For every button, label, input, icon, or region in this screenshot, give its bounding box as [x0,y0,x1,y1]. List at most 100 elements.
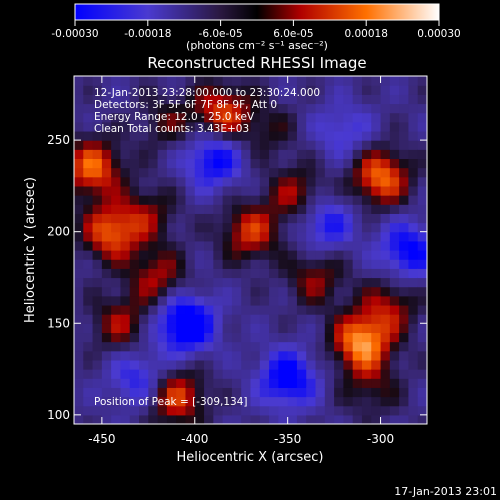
heatmap-cell [148,268,159,279]
heatmap-cell [269,112,279,123]
heatmap-cell [389,112,400,123]
heatmap-cell [361,130,372,141]
heatmap-cell [315,140,326,150]
heatmap-cell [269,332,279,343]
heatmap-cell [204,231,214,242]
colorbar-tick-label: -6.0e-05 [199,28,243,40]
heatmap-cell [166,240,177,251]
heatmap-cell [324,378,335,388]
heatmap-cell [399,259,410,269]
heatmap-cell [324,295,335,306]
heatmap-cell [148,112,159,123]
heatmap-cell [157,359,168,370]
heatmap-cell [213,240,224,251]
heatmap-cell [92,295,103,306]
heatmap-cell [417,94,427,105]
heatmap-cell [315,149,326,160]
heatmap-cell [83,387,94,398]
heatmap-cell [371,176,382,187]
heatmap-cell [306,405,317,416]
heatmap-cell [371,250,382,260]
heatmap-cell [334,286,344,297]
heatmap-cell [389,240,400,251]
heatmap-cell [139,387,149,398]
heatmap-cell [389,350,400,361]
heatmap-cell [111,295,122,306]
heatmap-cell [101,341,112,352]
heatmap-cell [269,140,279,150]
heatmap-cell [176,103,187,114]
heatmap-cell [74,369,84,379]
heatmap-cell [241,185,252,196]
heatmap-cell [287,268,298,279]
heatmap-cell [324,158,335,169]
heatmap-cell [129,304,140,315]
heatmap-cell [185,176,196,187]
heatmap-cell [278,240,289,251]
heatmap-cell [139,414,149,424]
heatmap-cell [176,76,187,86]
heatmap-cell [399,250,410,260]
heatmap-cell [166,112,177,123]
heatmap-cell [399,323,410,334]
heatmap-cell [213,103,224,114]
heatmap-cell [389,176,400,187]
heatmap-cell [324,213,335,224]
heatmap-cell [352,341,363,352]
heatmap-cell [139,222,149,233]
heatmap-cell [306,332,317,343]
heatmap-cell [176,259,187,269]
heatmap-cell [315,76,326,86]
heatmap-cell [185,222,196,233]
heatmap-cell [139,231,149,242]
heatmap-cell [120,231,131,242]
heatmap-cell [157,185,168,196]
heatmap-cell [296,259,307,269]
heatmap-cell [185,332,196,343]
heatmap-cell [194,240,205,251]
heatmap-cell [204,204,214,214]
heatmap-cell [259,240,270,251]
heatmap-cell [343,213,354,224]
heatmap-cell [287,222,298,233]
heatmap-cell [306,414,317,424]
heatmap-cell [352,369,363,379]
heatmap-cell [101,76,112,86]
heatmap-cell [231,350,242,361]
heatmap-cell [222,204,233,214]
heatmap-cell [324,231,335,242]
heatmap-cell [361,103,372,114]
colorbar: -0.00030 -0.00018 -6.0e-05 6.0e-05 0.00018 0.… [51,3,461,52]
heatmap-cell [241,167,252,178]
heatmap-cell [417,369,427,379]
heatmap-cell [213,94,224,105]
heatmap-cell [157,140,168,150]
heatmap-cell [334,149,344,160]
heatmap-cell [185,414,196,424]
heatmap-cell [157,277,168,288]
x-tick-label: -350 [274,432,301,446]
colorbar-tick-label: 0.00018 [344,28,387,40]
heatmap-cell [92,149,103,160]
heatmap-cell [83,231,94,242]
colorbar-tick-label: -0.00030 [51,28,98,40]
heatmap-cell [315,240,326,251]
heatmap-cell [204,140,214,150]
heatmap-cell [343,112,354,123]
heatmap-cell [380,286,391,297]
heatmap-cell [269,323,279,334]
heatmap-cell [148,332,159,343]
heatmap-cell [408,240,419,251]
heatmap-cell [185,378,196,388]
heatmap-cell [120,130,131,141]
heatmap-cell [399,130,410,141]
heatmap-cell [204,259,214,269]
heatmap-cell [157,314,168,324]
heatmap-cell [389,405,400,416]
heatmap-cell [380,359,391,370]
heatmap-cell [417,304,427,315]
heatmap-cell [389,268,400,279]
heatmap-cell [287,378,298,388]
heatmap-cell [83,185,94,196]
heatmap-cell [139,112,149,123]
